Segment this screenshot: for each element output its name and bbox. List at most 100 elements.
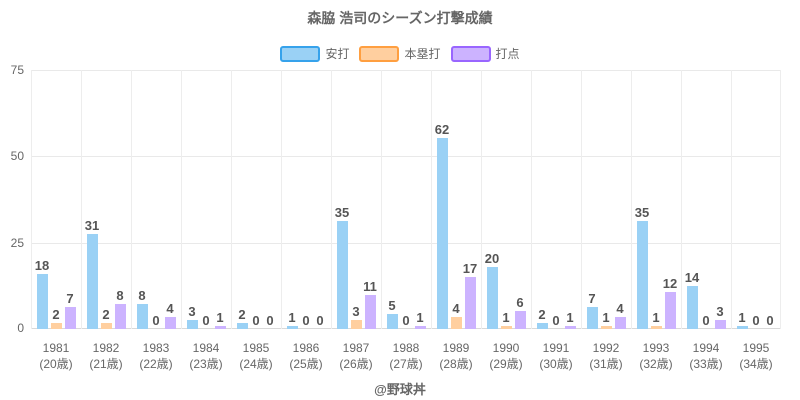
bar-slot-home-runs: 0 (301, 314, 312, 329)
bar-value-label: 8 (116, 288, 124, 303)
bar-value-label: 5 (388, 298, 396, 313)
bar-slot-rbi: 3 (714, 304, 726, 329)
x-axis-label: 1984 (23歳) (181, 336, 231, 372)
x-axis-label: 1986 (25歳) (281, 336, 331, 372)
x-year-label: 1981 (42, 341, 70, 355)
v-gridline (81, 70, 82, 329)
plot-area: 18 2 7 31 2 8 8 0 4 3 0 1 2 0 0 1 0 0 35 3 11 5 0 1 62 4 17 20 1 6 2 0 1… (31, 70, 781, 329)
x-axis: 1981 (20歳) 1982 (21歳) 1983 (22歳) 1984 (23歳) 1985… (31, 336, 781, 372)
bar-value-label: 1 (416, 310, 424, 325)
bar-slot-home-runs: 1 (500, 310, 512, 329)
bar-value-label: 35 (634, 205, 650, 220)
x-age-label: (20歳) (39, 357, 73, 371)
bar-value-label: 0 (402, 313, 410, 328)
chart-title: 森脇 浩司のシーズン打撃成績 (307, 10, 493, 26)
bar-slot-home-runs: 0 (701, 314, 712, 329)
bar-home-runs (350, 320, 362, 329)
x-axis-label: 1987 (26歳) (331, 336, 381, 372)
watermark-credit: @野球丼 (374, 382, 426, 397)
v-gridline (731, 70, 732, 329)
bar-hits (686, 286, 698, 329)
bar-value-label: 2 (538, 307, 546, 322)
bar-value-label: 1 (738, 310, 746, 325)
bar-slot-hits: 1 (286, 311, 298, 329)
v-gridline (481, 70, 482, 329)
x-age-label: (27歳) (389, 357, 423, 371)
bar-value-label: 3 (716, 304, 724, 319)
bar-hits (386, 314, 398, 329)
x-axis-label: 1989 (28歳) (431, 336, 481, 372)
bar-value-label: 2 (52, 307, 60, 322)
x-age-label: (33歳) (689, 357, 723, 371)
bar-rbi (364, 295, 376, 329)
bar-value-label: 18 (34, 258, 50, 273)
x-age-label: (24歳) (239, 357, 273, 371)
bar-slot-rbi: 0 (265, 314, 276, 329)
x-year-label: 1995 (742, 341, 770, 355)
bar-slot-hits: 5 (386, 298, 398, 329)
legend-swatch-home-runs (359, 45, 400, 62)
bar-value-label: 11 (363, 279, 377, 294)
bar-slot-hits: 31 (85, 219, 99, 329)
bar-hits (486, 267, 498, 329)
bar-slot-hits: 3 (186, 304, 198, 329)
bar-slot-home-runs: 1 (600, 311, 612, 329)
bar-value-label: 0 (316, 313, 324, 328)
x-age-label: (25歳) (289, 357, 323, 371)
bar-value-label: 8 (138, 288, 146, 303)
x-axis-label: 1990 (29歳) (481, 336, 531, 372)
bar-slot-home-runs: 1 (650, 311, 662, 329)
bar-hits (286, 326, 298, 329)
bar-value-label: 3 (188, 304, 196, 319)
x-axis-label: 1992 (31歳) (581, 336, 631, 372)
bar-slot-hits: 14 (685, 271, 699, 329)
x-year-label: 1989 (442, 341, 470, 355)
bar-home-runs (500, 326, 512, 329)
v-gridline (331, 70, 332, 329)
bar-hits (236, 323, 248, 329)
x-year-label: 1982 (92, 341, 120, 355)
bar-hits (736, 326, 748, 329)
legend-label: 本塁打 (404, 47, 441, 61)
bar-value-label: 1 (502, 310, 510, 325)
category-group: 31 2 8 (81, 70, 131, 329)
legend-label: 打点 (495, 47, 520, 61)
bar-value-label: 35 (334, 205, 350, 220)
bar-value-label: 0 (202, 313, 210, 328)
bar-slot-hits: 2 (236, 308, 248, 329)
x-age-label: (28歳) (439, 357, 473, 371)
bar-slot-rbi: 4 (614, 301, 626, 329)
v-gridline (780, 70, 781, 329)
x-year-label: 1984 (192, 341, 220, 355)
x-age-label: (31歳) (589, 357, 623, 371)
v-gridline (431, 70, 432, 329)
legend-label: 安打 (325, 47, 350, 61)
bar-rbi (214, 326, 226, 329)
legend-item-rbi[interactable]: 打点 (450, 45, 520, 62)
bar-value-label: 3 (352, 304, 360, 319)
bar-slot-home-runs: 2 (100, 308, 112, 329)
legend-item-home-runs[interactable]: 本塁打 (359, 45, 441, 62)
bar-slot-rbi: 8 (114, 288, 126, 329)
bar-slot-rbi: 17 (462, 261, 478, 329)
bar-slot-hits: 8 (136, 288, 148, 329)
h-gridline (31, 243, 781, 244)
bar-slot-hits: 62 (435, 123, 449, 329)
v-gridline (181, 70, 182, 329)
bar-value-label: 4 (616, 301, 624, 316)
legend-item-hits[interactable]: 安打 (280, 45, 349, 62)
bar-slot-home-runs: 0 (201, 314, 212, 329)
x-year-label: 1990 (492, 341, 520, 355)
bar-slot-home-runs: 0 (151, 314, 162, 329)
x-age-label: (26歳) (339, 357, 373, 371)
v-gridline (581, 70, 582, 329)
bar-slot-home-runs: 0 (251, 314, 262, 329)
bar-value-label: 17 (462, 261, 478, 276)
category-group: 18 2 7 (31, 70, 81, 329)
bar-slot-rbi: 11 (363, 279, 377, 329)
h-gridline (31, 156, 781, 157)
bar-slot-hits: 20 (485, 252, 499, 329)
